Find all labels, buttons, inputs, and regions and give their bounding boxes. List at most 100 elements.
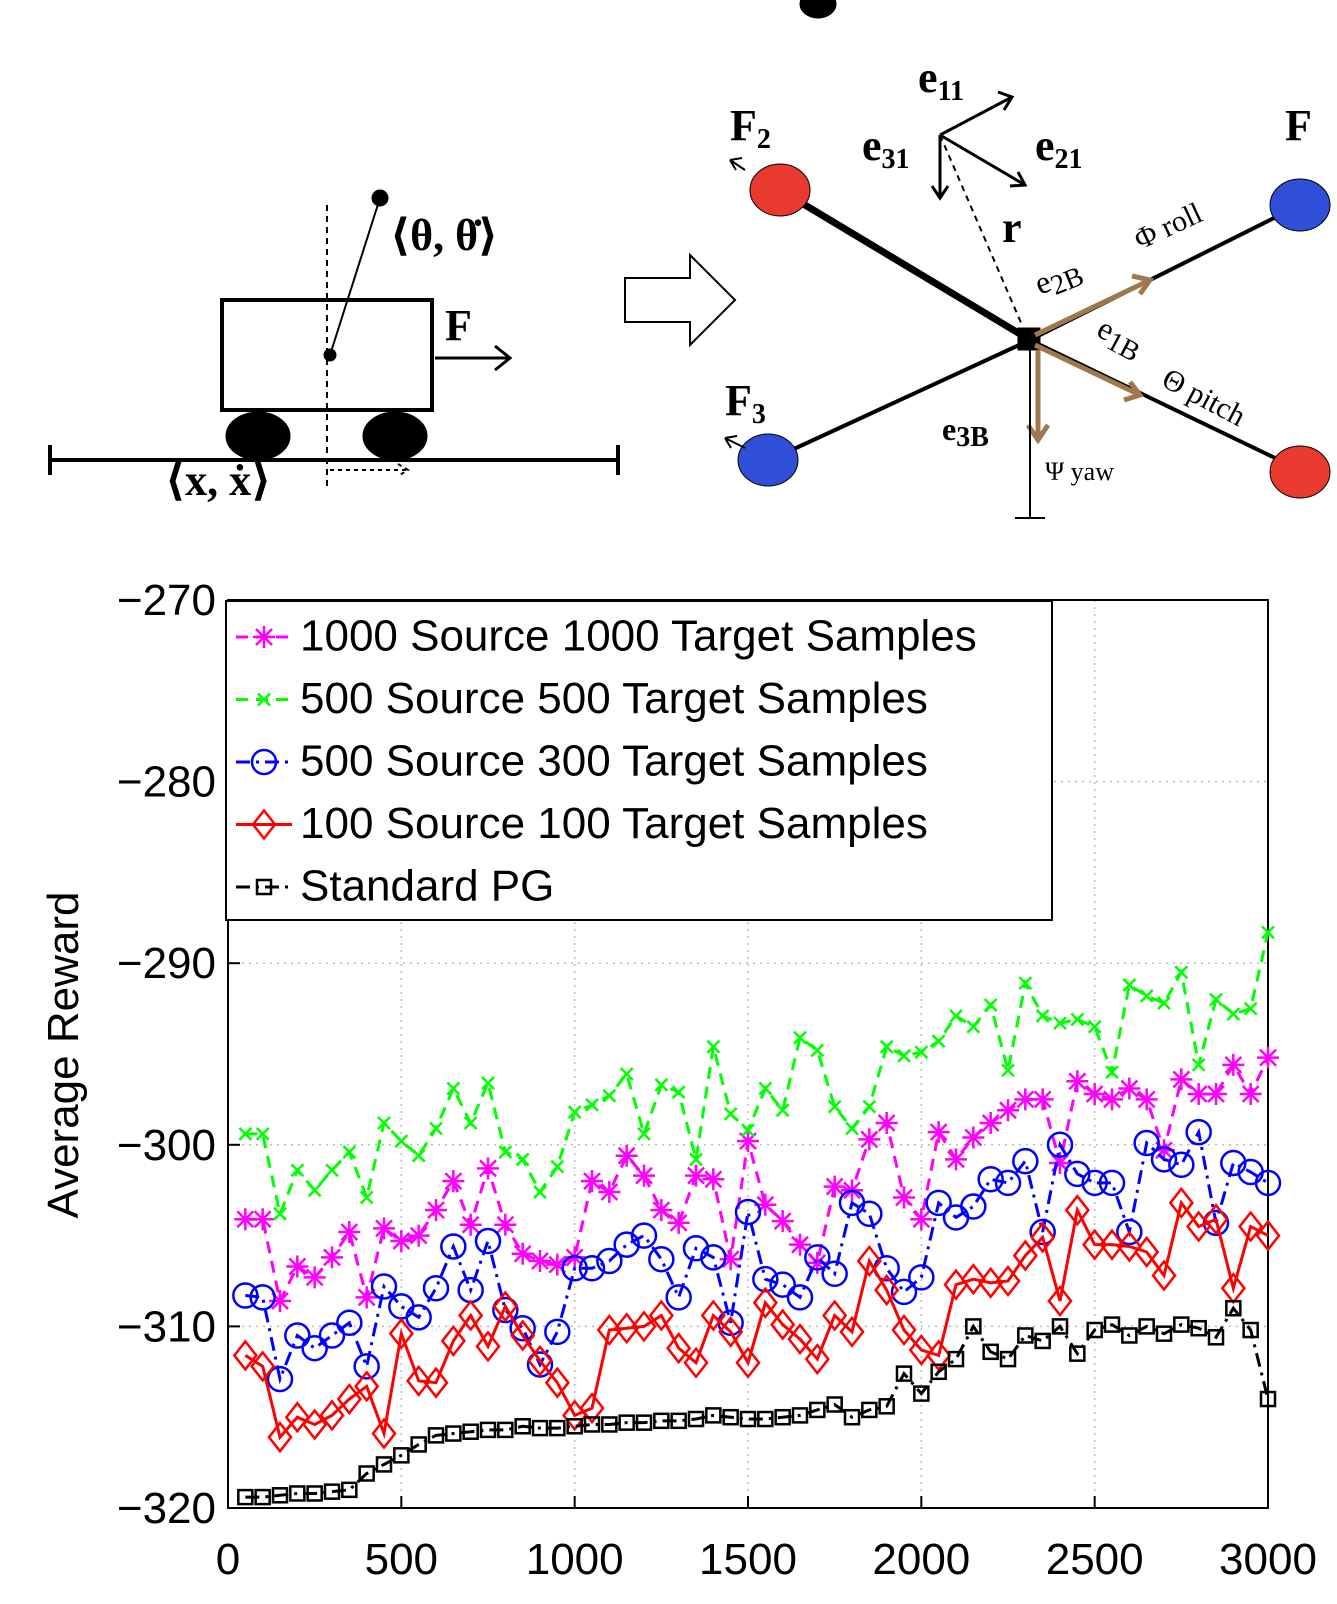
marker [510,1319,536,1352]
marker [393,1447,410,1464]
marker [440,1233,467,1260]
label: e1B [1089,309,1150,368]
marker [321,1246,343,1269]
marker [722,1408,739,1426]
marker [529,1250,551,1273]
marker [1226,1007,1241,1021]
marker [1029,1218,1056,1246]
marker [615,1144,638,1167]
frame-axis [939,90,1015,137]
marker [804,1244,831,1271]
marker [336,1383,362,1416]
marker [494,1213,517,1236]
marker [249,1284,276,1311]
marker [752,1286,778,1319]
marker [839,1315,865,1348]
marker [804,1343,830,1376]
series [238,925,1275,1221]
position-arrow [330,463,410,477]
marker [966,1019,981,1034]
marker [791,1407,809,1424]
label: F2 [730,101,771,155]
marker [602,1088,617,1103]
force-arrow [729,157,746,171]
marker [544,1318,571,1346]
marker [723,1107,738,1121]
yaw-label: Ψ yaw [1045,457,1114,486]
marker [405,1304,432,1331]
marker [666,1332,692,1365]
marker [427,1427,445,1444]
marker [318,1322,346,1349]
marker [1046,1131,1074,1159]
marker [514,1418,531,1435]
marker [1014,1088,1037,1111]
cart [220,298,434,412]
marker [254,1488,271,1506]
marker [1255,1219,1281,1252]
marker [290,1163,305,1178]
series [232,1118,1282,1393]
marker [1086,1321,1103,1339]
marker [754,1193,777,1216]
marker [1034,1332,1051,1350]
marker [930,1363,947,1381]
marker [735,1346,761,1379]
marker [601,1416,618,1433]
marker [648,1245,675,1273]
marker [1157,996,1171,1011]
marker [960,1263,986,1296]
legend-label: 500 Source 300 Target Samples [300,737,928,786]
marker [232,1282,259,1309]
marker [1203,1203,1229,1236]
marker [1134,1235,1160,1268]
marker [706,1039,721,1054]
marker [1259,1390,1277,1408]
marker [251,1208,274,1231]
marker [734,1198,762,1226]
x-tick-label: 3000 [1219,1535,1317,1584]
marker [353,1353,380,1380]
marker [1047,1284,1073,1318]
frame-axis [930,135,950,201]
marker [336,1309,363,1337]
marker [665,1284,692,1311]
arm [769,338,1031,462]
marker [977,1166,1004,1193]
y-tick-label: −290 [117,939,216,988]
wheel [225,411,291,461]
x-tick-label: 0 [216,1535,240,1584]
marker [1187,1082,1210,1105]
marker [301,1334,328,1362]
series [232,1186,1281,1454]
marker [705,1407,722,1424]
label: F [1285,101,1312,150]
marker [1105,1065,1119,1080]
marker [752,1265,779,1293]
series [234,1046,1279,1312]
diagram [48,0,1331,519]
marker [583,1416,601,1433]
marker [822,1299,848,1332]
marker [250,748,278,776]
marker [1035,1008,1050,1023]
marker [544,1366,570,1399]
marker [407,1224,430,1247]
marker [962,1126,985,1149]
marker [463,1116,478,1130]
marker [232,1339,258,1372]
marker [878,1398,895,1415]
marker [445,1425,462,1442]
marker [1081,1169,1108,1197]
legend-label: 1000 Source 1000 Target Samples [300,612,977,661]
marker [914,1045,929,1060]
marker [284,1322,311,1349]
marker [234,1208,257,1231]
marker [566,1418,583,1435]
marker [358,1465,375,1482]
marker [1116,1230,1142,1263]
marker [479,1421,497,1439]
marker [879,1039,894,1054]
marker [683,1346,709,1379]
marker [994,1169,1022,1197]
